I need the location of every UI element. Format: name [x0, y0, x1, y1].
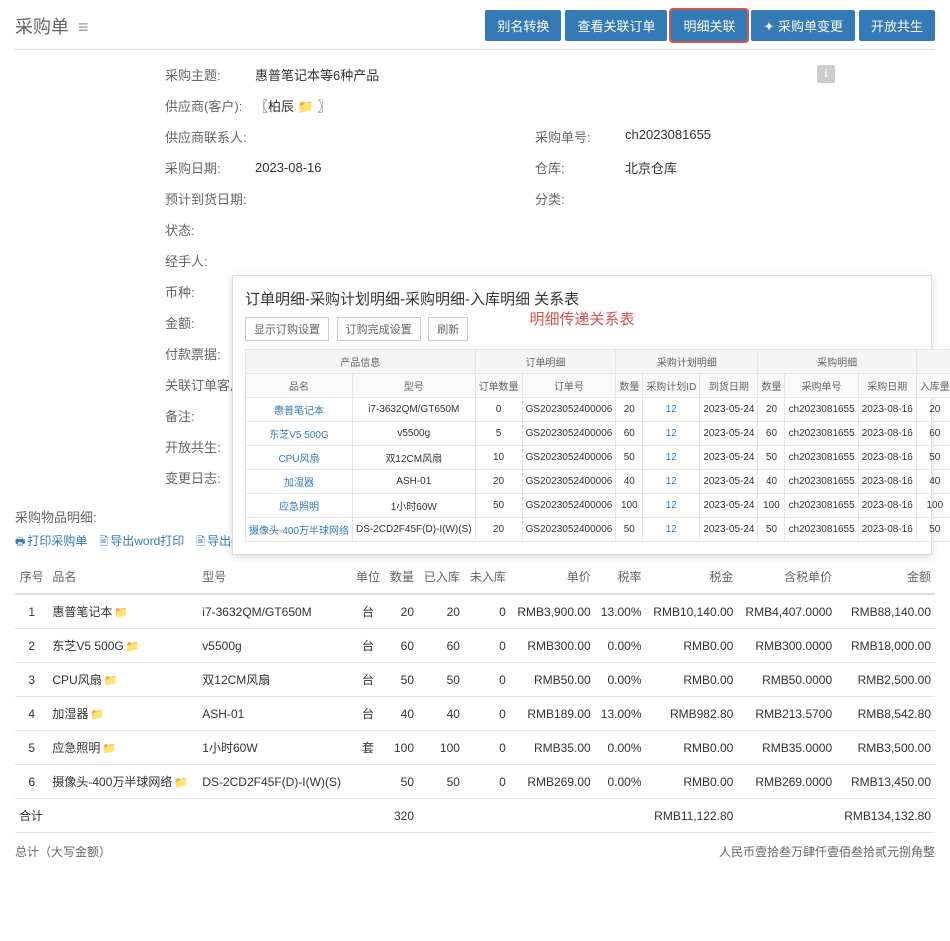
folder-icon[interactable]: 📁: [174, 777, 188, 789]
detail-row: 6摄像头-400万半球网络📁DS-2CD2F45F(D)-I(W)(S)5050…: [15, 765, 935, 799]
grand-label: 总计（大写金额）: [15, 843, 111, 860]
total-amount: RMB134,132.80: [836, 799, 935, 833]
product-name[interactable]: 加湿器: [246, 470, 353, 494]
plan-id-link[interactable]: 12: [643, 470, 700, 494]
total-label: 合计: [15, 799, 48, 833]
alias-button[interactable]: 别名转换: [485, 10, 561, 41]
info-icon[interactable]: i: [817, 65, 835, 83]
po-no-value: ch2023081655: [625, 127, 711, 146]
view-related-button[interactable]: 查看关联订单: [565, 10, 667, 41]
relation-row: 摄像头-400万半球网络DS-2CD2F45F(D)-I(W)(S)20GS20…: [246, 518, 950, 542]
item-name[interactable]: 应急照明📁: [48, 731, 198, 765]
eta-label: 预计到货日期:: [165, 189, 255, 208]
word-icon: 🖹: [99, 536, 108, 548]
relation-row: 东芝V5 500Gv5500g5GS202305240000660122023-…: [246, 422, 950, 446]
detail-row: 4加湿器📁ASH-01台40400RMB189.0013.00%RMB982.8…: [15, 697, 935, 731]
grand-value: 人民币壹拾叁万肆仟壹佰叁拾贰元捌角整: [719, 845, 935, 859]
subject-value: 惠普笔记本等6种产品: [255, 65, 535, 84]
popup-subtitle: 明细传递关系表: [529, 308, 634, 329]
item-name[interactable]: 东芝V5 500G📁: [48, 629, 198, 663]
plan-id-link[interactable]: 12: [643, 446, 700, 470]
folder-icon[interactable]: 📁: [126, 641, 140, 653]
status-label: 状态:: [165, 220, 255, 239]
item-name[interactable]: 加湿器📁: [48, 697, 198, 731]
export-word-link[interactable]: 🖹导出word打印: [99, 532, 184, 552]
order-complete-setting-button[interactable]: 订购完成设置: [337, 317, 421, 341]
item-name[interactable]: CPU风扇📁: [48, 663, 198, 697]
popup-title: 订单明细-采购计划明细-采购明细-入库明细 关系表: [245, 288, 919, 309]
plan-id-link[interactable]: 12: [643, 398, 700, 422]
folder-icon[interactable]: 📁: [114, 607, 128, 619]
detail-row: 1惠普笔记本📁i7-3632QM/GT650M台20200RMB3,900.00…: [15, 594, 935, 629]
open-share-button[interactable]: 开放共生: [859, 10, 935, 41]
show-order-setting-button[interactable]: 显示订购设置: [245, 317, 329, 341]
product-name[interactable]: CPU风扇: [246, 446, 353, 470]
folder-icon[interactable]: 📁: [90, 709, 104, 721]
supplier-label: 供应商(客户):: [165, 96, 255, 115]
plan-id-link[interactable]: 12: [643, 494, 700, 518]
relation-table: 产品信息 订单明细 采购计划明细 采购明细 库存流水 品名型号 订单数量订单号 …: [245, 349, 950, 542]
subject-label: 采购主题:: [165, 65, 255, 84]
warehouse-label: 仓库:: [535, 158, 625, 177]
relation-row: CPU风扇双12CM风扇10GS202305240000650122023-05…: [246, 446, 950, 470]
po-change-button[interactable]: ✦ 采购单变更: [751, 10, 855, 41]
print-po-link[interactable]: 🖶打印采购单: [15, 532, 87, 552]
product-name[interactable]: 应急照明: [246, 494, 353, 518]
warehouse-value: 北京仓库: [625, 158, 677, 177]
folder-icon[interactable]: 📁: [102, 743, 116, 755]
item-name[interactable]: 摄像头-400万半球网络📁: [48, 765, 198, 799]
contact-label: 供应商联系人:: [165, 127, 255, 146]
plan-id-link[interactable]: 12: [643, 518, 700, 542]
date-label: 采购日期:: [165, 158, 255, 177]
date-value: 2023-08-16: [255, 160, 535, 175]
relation-row: 应急照明1小时60W50GS2023052400006100122023-05-…: [246, 494, 950, 518]
excel-icon: 🖹: [196, 536, 205, 548]
relation-popup: 订单明细-采购计划明细-采购明细-入库明细 关系表 明细传递关系表 显示订购设置…: [232, 275, 932, 555]
page-title: 采购单 ≡: [15, 13, 89, 39]
folder-icon[interactable]: 📁: [104, 675, 118, 687]
total-qty: 320: [385, 799, 418, 833]
menu-icon[interactable]: ≡: [78, 17, 89, 37]
relation-row: 惠普笔记本i7-3632QM/GT650M0GS2023052400006201…: [246, 398, 950, 422]
handler-label: 经手人:: [165, 251, 255, 270]
product-name[interactable]: 惠普笔记本: [246, 398, 353, 422]
plan-id-link[interactable]: 12: [643, 422, 700, 446]
po-no-label: 采购单号:: [535, 127, 625, 146]
item-name[interactable]: 惠普笔记本📁: [48, 594, 198, 629]
detail-row: 2东芝V5 500G📁v5500g台60600RMB300.000.00%RMB…: [15, 629, 935, 663]
refresh-button[interactable]: 刷新: [428, 317, 468, 341]
supplier-value[interactable]: 〖柏辰 📁 〗: [255, 96, 535, 115]
detail-relation-button[interactable]: 明细关联: [671, 10, 747, 41]
detail-row: 3CPU风扇📁双12CM风扇台50500RMB50.000.00%RMB0.00…: [15, 663, 935, 697]
product-name[interactable]: 东芝V5 500G: [246, 422, 353, 446]
detail-table: 序号 品名 型号 单位 数量 已入库 未入库 单价 税率 税金 含税单价 金额 …: [15, 560, 935, 833]
detail-row: 5应急照明📁1小时60W套1001000RMB35.000.00%RMB0.00…: [15, 731, 935, 765]
category-label: 分类:: [535, 189, 625, 208]
relation-row: 加湿器ASH-0120GS202305240000640122023-05-24…: [246, 470, 950, 494]
total-tax: RMB11,122.80: [646, 799, 738, 833]
print-icon: 🖶: [15, 536, 25, 548]
product-name[interactable]: 摄像头-400万半球网络: [246, 518, 353, 542]
